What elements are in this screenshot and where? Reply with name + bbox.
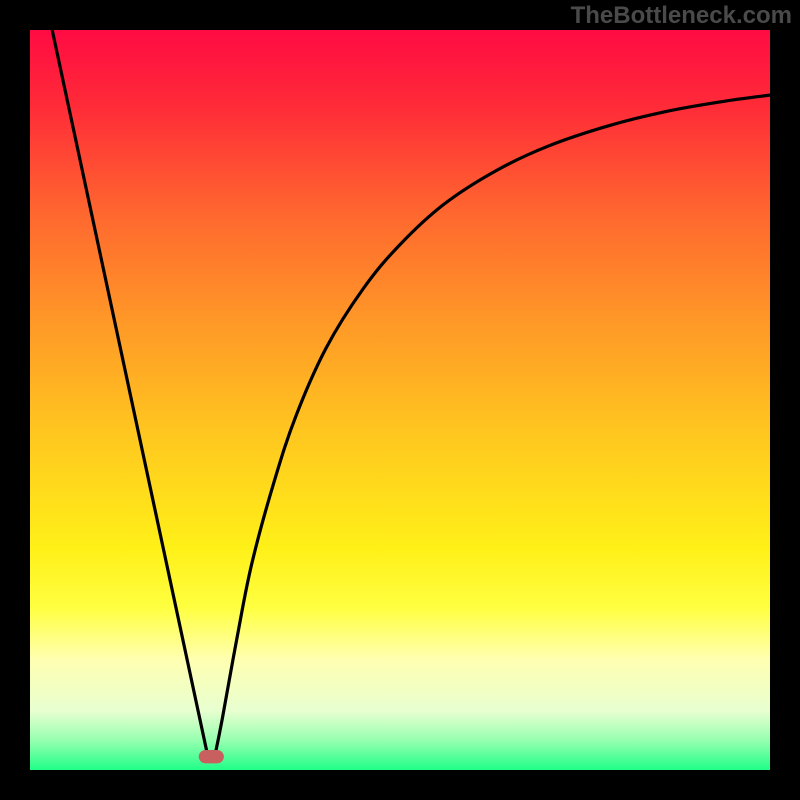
bottleneck-curve: [30, 30, 770, 770]
plot-area: [30, 30, 770, 770]
curve-left-branch: [52, 30, 207, 755]
chart-outer-frame: TheBottleneck.com: [0, 0, 800, 800]
minimum-marker: [199, 750, 224, 763]
curve-right-branch: [215, 95, 770, 755]
attribution-label: TheBottleneck.com: [571, 2, 792, 30]
